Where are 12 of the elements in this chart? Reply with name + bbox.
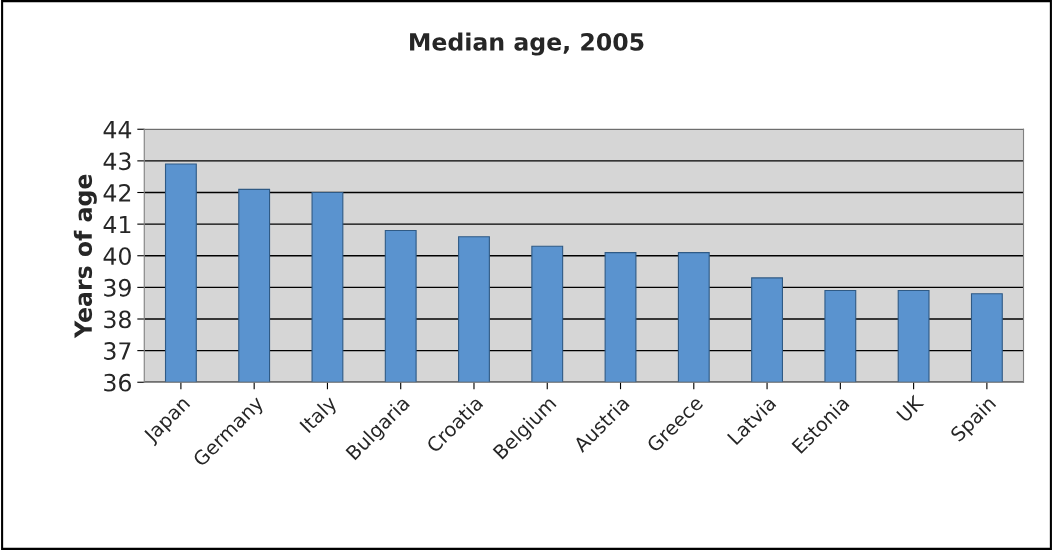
- y-tick-label: 40: [103, 247, 131, 266]
- y-tick-label: 43: [103, 152, 131, 171]
- y-axis-title: Years of age: [73, 174, 97, 339]
- y-tick-label: 38: [104, 310, 131, 329]
- x-tick-label: UK: [896, 394, 925, 423]
- y-tick-label: 36: [104, 373, 131, 392]
- y-tick-label: 37: [104, 342, 131, 360]
- y-tick-label: 39: [104, 278, 131, 297]
- chart-title: Median age, 2005: [410, 32, 644, 56]
- y-tick-label: 41: [103, 215, 131, 234]
- y-tick-label: 44: [103, 121, 132, 139]
- y-tick-label: 42: [103, 183, 131, 202]
